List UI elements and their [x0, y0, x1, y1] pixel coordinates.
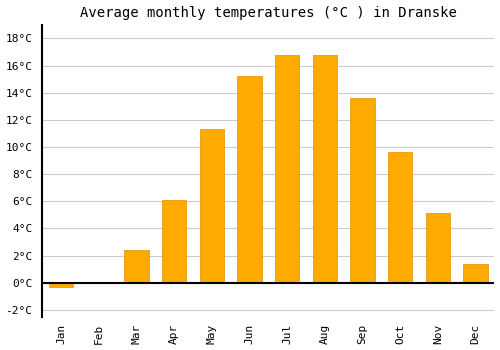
Bar: [124, 250, 148, 283]
Bar: [162, 200, 186, 283]
Bar: [49, 283, 74, 287]
Bar: [426, 214, 450, 283]
Bar: [350, 98, 375, 283]
Bar: [464, 264, 488, 283]
Bar: [275, 55, 299, 283]
Bar: [238, 76, 262, 283]
Bar: [312, 55, 337, 283]
Bar: [388, 152, 412, 283]
Bar: [200, 130, 224, 283]
Title: Average monthly temperatures (°C ) in Dranske: Average monthly temperatures (°C ) in Dr…: [80, 6, 457, 20]
